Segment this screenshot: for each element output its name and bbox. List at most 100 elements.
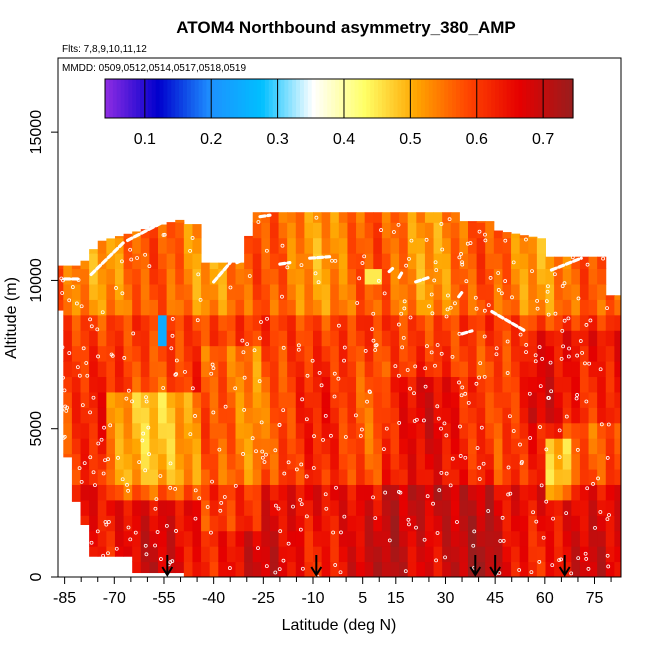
heatmap-cell <box>485 391 495 408</box>
heatmap-cell <box>519 253 529 270</box>
heatmap-cell <box>347 391 357 408</box>
heatmap-cell <box>476 561 486 577</box>
ceiling-segment <box>308 255 332 260</box>
heatmap-cell <box>373 345 383 362</box>
heatmap-cell <box>183 438 193 455</box>
heatmap-cell <box>80 299 90 316</box>
heatmap-cell <box>149 268 159 285</box>
heatmap-cell <box>261 469 271 485</box>
heatmap-cell <box>614 422 621 439</box>
heatmap-cell <box>545 314 555 331</box>
heatmap-cell <box>381 469 392 485</box>
heatmap-cell <box>347 469 357 485</box>
heatmap-cell <box>304 422 314 439</box>
heatmap-cell <box>424 237 435 254</box>
heatmap-cell <box>450 422 460 439</box>
heatmap-cell <box>390 268 400 285</box>
heatmap-cell <box>244 453 254 470</box>
heatmap-cell <box>347 530 357 547</box>
heatmap-cell <box>175 515 185 532</box>
sample-point <box>445 307 450 312</box>
heatmap-cell <box>166 299 176 316</box>
heatmap-cell <box>114 484 125 501</box>
colorbar-swatch <box>413 79 418 118</box>
heatmap-cell <box>536 299 546 316</box>
sample-point <box>343 435 348 439</box>
sample-point <box>392 230 396 234</box>
heatmap-cell <box>183 253 193 270</box>
heatmap-cell <box>364 530 374 547</box>
heatmap-cell <box>536 330 546 347</box>
heatmap-cell <box>364 499 374 516</box>
heatmap-cell <box>373 283 383 300</box>
sample-point <box>126 525 131 530</box>
heatmap-cell <box>175 499 185 516</box>
heatmap-cell <box>209 438 219 455</box>
heatmap-cell <box>476 484 486 501</box>
sample-point <box>508 414 512 419</box>
heatmap-cell <box>166 237 176 254</box>
heatmap-cell <box>313 361 323 378</box>
profile-arrow <box>161 555 174 577</box>
heatmap-cell <box>476 499 486 516</box>
sample-point <box>510 295 514 300</box>
heatmap-cell <box>192 283 202 300</box>
sample-point <box>606 564 611 569</box>
heatmap-cell <box>140 345 150 362</box>
heatmap-cell <box>356 484 366 501</box>
heatmap-cell <box>459 561 469 577</box>
heatmap-cell <box>450 330 460 347</box>
heatmap-cell <box>390 222 400 239</box>
sample-point <box>570 255 575 260</box>
heatmap-cell <box>485 299 495 316</box>
heatmap-cell <box>114 283 125 300</box>
heatmap-cell <box>218 361 228 378</box>
heatmap-cell <box>579 376 590 393</box>
x-tick-label: 15 <box>387 590 405 607</box>
heatmap-cell <box>511 391 521 408</box>
heatmap-cell <box>554 407 564 424</box>
heatmap-cell <box>71 268 82 285</box>
colorbar-swatch <box>366 79 371 118</box>
heatmap-cell <box>545 484 555 501</box>
sample-point <box>188 432 193 437</box>
heatmap-cell <box>226 499 237 516</box>
heatmap-cell <box>330 222 340 239</box>
heatmap-cell <box>356 376 366 393</box>
heatmap-cell <box>390 422 400 439</box>
heatmap-cell <box>511 376 521 393</box>
heatmap-cell <box>528 453 538 470</box>
heatmap-cell <box>209 407 219 424</box>
heatmap-cell <box>132 515 142 532</box>
sample-point <box>140 438 145 443</box>
sample-point <box>146 425 151 430</box>
heatmap-cell <box>218 299 228 316</box>
sample-point <box>143 252 148 257</box>
sample-point <box>159 557 163 561</box>
heatmap-cell <box>140 438 150 455</box>
sample-point <box>103 458 107 463</box>
heatmap-cell <box>502 345 512 362</box>
sample-point <box>357 276 362 281</box>
colorbar-swatch <box>214 79 219 118</box>
heatmap-cell <box>536 453 546 470</box>
heatmap-cell <box>192 561 202 577</box>
heatmap-cell <box>252 299 262 316</box>
heatmap-cell <box>132 345 142 362</box>
sample-point <box>553 311 558 316</box>
sample-point <box>79 479 84 484</box>
heatmap-cell <box>226 469 237 485</box>
heatmap-cell <box>364 283 374 300</box>
heatmap-cell <box>278 268 288 285</box>
heatmap-cell <box>459 222 469 239</box>
heatmap-cell <box>192 530 202 547</box>
heatmap-cell <box>97 345 107 362</box>
heatmap-cell <box>287 345 297 362</box>
heatmap-cell <box>407 212 417 223</box>
heatmap-cell <box>554 422 564 439</box>
heatmap-cell <box>459 268 469 285</box>
heatmap-cell <box>536 469 546 485</box>
heatmap-cell <box>536 253 546 270</box>
heatmap-cell <box>390 212 400 223</box>
sample-point <box>137 460 142 465</box>
